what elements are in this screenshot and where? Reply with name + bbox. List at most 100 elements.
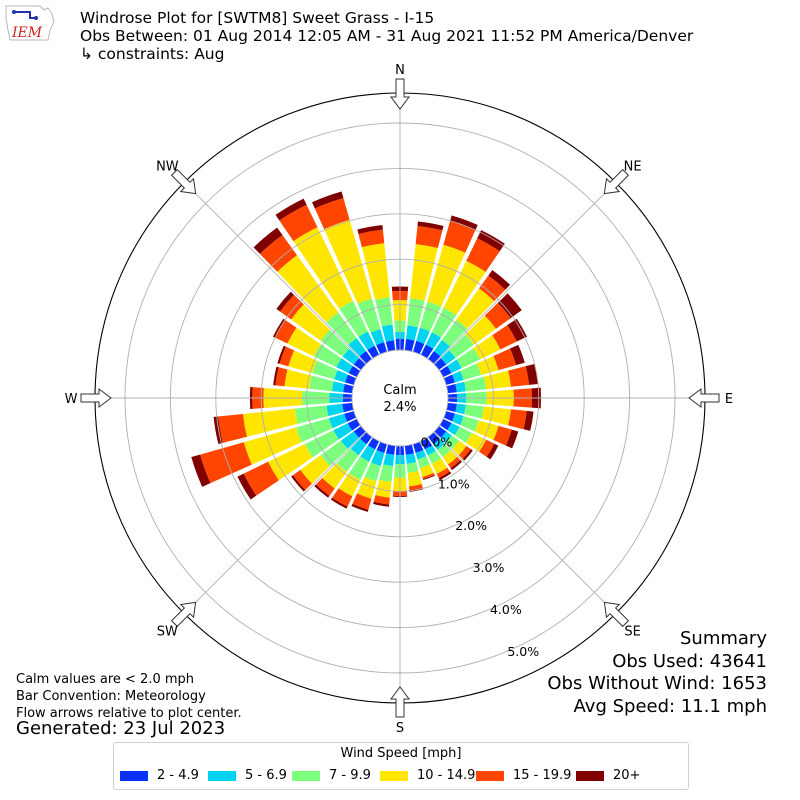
bar-330deg-bin-6 bbox=[275, 198, 307, 221]
bar-350deg-bin-6 bbox=[357, 225, 383, 234]
iem-logo: IEM bbox=[5, 5, 55, 41]
bar-140deg-bin-5 bbox=[447, 456, 461, 469]
compass-label-SE: SE bbox=[624, 625, 640, 640]
legend-label-1: 2 - 4.9 bbox=[157, 768, 199, 783]
bar-290deg-bin-3 bbox=[312, 360, 338, 380]
note-bar-convention: Bar Convention: Meteorology bbox=[16, 689, 206, 704]
bar-330deg-bin-1 bbox=[367, 345, 380, 359]
bar-60deg-bin-1 bbox=[439, 365, 452, 378]
legend-label-3: 7 - 9.9 bbox=[329, 768, 371, 783]
legend-swatch-2 bbox=[208, 770, 236, 781]
bar-340deg-bin-6 bbox=[312, 191, 344, 209]
bar-70deg-bin-2 bbox=[452, 370, 464, 383]
bar-140deg-bin-4 bbox=[442, 450, 458, 465]
bar-250deg-bin-2 bbox=[328, 413, 348, 429]
bar-100deg-bin-6 bbox=[523, 410, 534, 431]
legend-item-3: 7 - 9.9 bbox=[292, 768, 371, 783]
bar-160deg-bin-6 bbox=[422, 474, 435, 481]
summary-panel: Summary Obs Used: 43641 Obs Without Wind… bbox=[547, 628, 767, 718]
bar-320deg-bin-4 bbox=[277, 255, 339, 323]
bar-20deg-bin-3 bbox=[419, 301, 442, 332]
bar-150deg-bin-2 bbox=[424, 445, 436, 456]
bar-310deg-bin-4 bbox=[291, 304, 330, 341]
bar-130deg-bin-3 bbox=[445, 435, 460, 449]
bar-280deg-bin-6 bbox=[273, 366, 279, 386]
bar-40deg-bin-5 bbox=[479, 275, 506, 302]
bar-100deg-bin-3 bbox=[464, 404, 484, 419]
bar-160deg-bin-5 bbox=[422, 472, 435, 480]
bar-240deg-bin-2 bbox=[333, 423, 353, 440]
bar-30deg-bin-1 bbox=[420, 344, 434, 359]
bar-10deg-bin-6 bbox=[417, 221, 444, 231]
bar-20deg-bin-5 bbox=[443, 220, 476, 253]
bar-200deg-bin-6 bbox=[351, 503, 369, 512]
bar-310deg-bin-3 bbox=[320, 329, 350, 357]
chart-title: Windrose Plot for [SWTM8] Sweet Grass - … bbox=[80, 9, 693, 63]
bar-290deg-bin-1 bbox=[345, 374, 357, 385]
bar-340deg-bin-4 bbox=[324, 219, 372, 304]
arrow-NW bbox=[170, 168, 197, 195]
bar-230deg-bin-6 bbox=[291, 475, 306, 492]
bar-110deg-bin-2 bbox=[452, 413, 464, 426]
bar-260deg-bin-4 bbox=[242, 408, 298, 437]
labels-layer: N NE E SE S SW W NW 0.0% 1.0% 2.0% 3.0% 4.0% 5.0% Calm… bbox=[65, 63, 734, 736]
bar-40deg-bin-2 bbox=[433, 339, 450, 357]
bar-70deg-bin-6 bbox=[510, 344, 525, 366]
bar-190deg-bin-1 bbox=[385, 444, 396, 455]
bar-50deg-bin-3 bbox=[449, 334, 474, 358]
bar-190deg-bin-3 bbox=[379, 464, 394, 482]
arrow-W-shape bbox=[80, 388, 112, 408]
title-line-3: ↳ constraints: Aug bbox=[80, 45, 225, 63]
bars-layer bbox=[191, 191, 542, 512]
bar-290deg-bin-4 bbox=[288, 350, 317, 374]
legend: Wind Speed [mph] 2 - 4.9 5 - 6.9 7 - 9.9 10… bbox=[113, 742, 689, 790]
arrow-E-shape bbox=[688, 388, 720, 408]
bar-240deg-bin-6 bbox=[237, 473, 257, 500]
legend-label-4: 10 - 14.9 bbox=[417, 768, 476, 783]
bar-100deg-bin-4 bbox=[481, 406, 511, 426]
bar-320deg-bin-2 bbox=[348, 338, 367, 357]
compass-label-S: S bbox=[396, 721, 404, 736]
bar-170deg-bin-3 bbox=[406, 462, 419, 473]
bar-150deg-bin-1 bbox=[420, 437, 433, 450]
bar-320deg-bin-5 bbox=[259, 234, 298, 272]
bar-10deg-bin-2 bbox=[405, 325, 418, 341]
bar-50deg-bin-5 bbox=[484, 302, 511, 329]
bar-120deg-bin-3 bbox=[454, 426, 472, 443]
bar-150deg-bin-6 bbox=[438, 471, 452, 481]
bar-170deg-bin-1 bbox=[404, 444, 415, 455]
bar-230deg-bin-1 bbox=[353, 426, 366, 438]
bar-300deg-bin-1 bbox=[348, 365, 361, 378]
bar-60deg-bin-5 bbox=[492, 325, 517, 350]
summary-obs-without-wind: Obs Without Wind: 1653 bbox=[547, 673, 767, 694]
compass-label-N: N bbox=[395, 63, 405, 78]
bar-300deg-bin-6 bbox=[272, 318, 286, 338]
bar-100deg-bin-2 bbox=[455, 403, 466, 415]
bar-210deg-bin-2 bbox=[360, 445, 376, 462]
bar-340deg-bin-5 bbox=[314, 198, 350, 230]
bar-300deg-bin-2 bbox=[336, 358, 353, 374]
bar-130deg-bin-2 bbox=[440, 431, 452, 443]
bar-200deg-bin-4 bbox=[357, 476, 377, 499]
bar-310deg-bin-6 bbox=[276, 291, 294, 312]
bar-100deg-bin-5 bbox=[508, 409, 527, 430]
bar-70deg-bin-3 bbox=[460, 363, 482, 380]
bar-40deg-bin-3 bbox=[441, 319, 468, 347]
legend-label-6: 20+ bbox=[613, 768, 641, 783]
bar-110deg-bin-3 bbox=[460, 416, 479, 432]
arrow-S-shape bbox=[390, 686, 410, 718]
bar-20deg-bin-2 bbox=[416, 327, 430, 344]
bar-320deg-bin-3 bbox=[326, 312, 357, 346]
bar-80deg-bin-1 bbox=[446, 383, 457, 394]
bar-60deg-bin-6 bbox=[507, 318, 528, 342]
radial-tick-3: 3.0% bbox=[473, 560, 505, 575]
bar-300deg-bin-3 bbox=[313, 344, 342, 368]
bar-230deg-bin-4 bbox=[300, 455, 330, 484]
bar-10deg-bin-5 bbox=[415, 226, 443, 249]
bar-40deg-bin-1 bbox=[428, 350, 441, 364]
summary-avg-speed: Avg Speed: 11.1 mph bbox=[573, 695, 767, 717]
legend-item-4: 10 - 14.9 bbox=[380, 768, 475, 783]
bar-50deg-bin-2 bbox=[440, 350, 456, 365]
bar-300deg-bin-5 bbox=[275, 319, 297, 344]
bar-20deg-bin-6 bbox=[450, 215, 478, 230]
